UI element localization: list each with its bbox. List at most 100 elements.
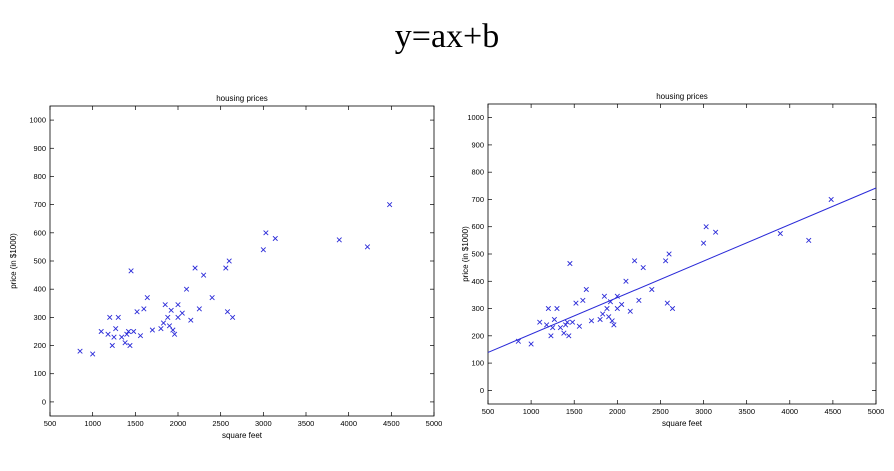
data-point: [223, 265, 229, 271]
y-axis-label: price (in $1000): [9, 233, 18, 289]
data-point: [566, 333, 572, 339]
data-point: [188, 317, 194, 323]
data-point: [107, 314, 113, 320]
data-point: [561, 330, 567, 336]
data-point: [631, 258, 638, 264]
data-point: [640, 265, 646, 271]
data-point: [545, 305, 551, 312]
x-tick-label: 4000: [340, 419, 357, 428]
x-tick-label: 3000: [255, 419, 272, 428]
y-tick-label: 0: [480, 386, 484, 395]
y-tick-label: 400: [471, 277, 484, 286]
data-point: [387, 202, 393, 208]
data-point: [619, 301, 625, 308]
data-point: [576, 323, 583, 329]
data-point: [124, 331, 130, 337]
data-point: [137, 333, 144, 339]
data-point: [614, 305, 620, 312]
data-point: [551, 316, 558, 323]
data-point: [562, 322, 569, 328]
data-point: [183, 286, 190, 292]
data-point: [601, 293, 608, 299]
y-tick-label: 600: [33, 228, 46, 237]
data-point: [125, 328, 132, 335]
x-tick-label: 1000: [84, 419, 101, 428]
data-point: [336, 237, 342, 243]
data-point: [90, 351, 96, 357]
x-tick-label: 2000: [170, 419, 187, 428]
data-point: [609, 318, 615, 324]
data-point: [158, 326, 164, 332]
x-tick-label: 500: [482, 407, 495, 416]
y-tick-label: 700: [33, 200, 46, 209]
headline-equation: y=ax+b: [394, 18, 500, 55]
chart-title: housing prices: [216, 94, 268, 103]
data-point: [98, 328, 104, 335]
x-tick-label: 1500: [127, 419, 144, 428]
data-point: [200, 272, 207, 278]
y-tick-label: 400: [33, 285, 46, 294]
y-tick-label: 300: [33, 313, 46, 322]
data-point: [611, 322, 617, 328]
data-point: [149, 327, 156, 333]
data-point: [134, 309, 140, 315]
x-tick-label: 3000: [695, 407, 712, 416]
chart-title: housing prices: [656, 92, 708, 101]
x-tick-label: 5000: [426, 419, 443, 428]
data-point: [580, 297, 586, 303]
data-point: [564, 319, 570, 325]
regression-line: [487, 187, 877, 353]
data-point: [666, 251, 672, 257]
data-point: [588, 318, 595, 324]
data-point: [175, 302, 181, 308]
y-tick-label: 0: [42, 397, 46, 406]
data-point: [111, 334, 117, 340]
x-tick-label: 3500: [298, 419, 315, 428]
data-point: [554, 305, 560, 312]
data-point: [127, 342, 133, 349]
data-point: [828, 196, 834, 203]
plot-frame: [49, 105, 435, 417]
scatter-chart-with-fit-line: housing prices 500 1000 1500 2000 2500 3000 350…: [458, 90, 888, 430]
data-point: [105, 331, 111, 337]
data-point: [160, 320, 167, 326]
data-point: [77, 348, 83, 354]
data-point: [606, 314, 612, 320]
y-tick-label: 200: [471, 331, 484, 340]
data-point: [162, 302, 168, 308]
data-point: [669, 305, 676, 312]
x-axis-label: square feet: [662, 419, 703, 428]
data-point: [515, 338, 521, 344]
x-tick-label: 1000: [523, 407, 540, 416]
y-tick-label: 500: [471, 250, 484, 259]
data-point: [537, 319, 543, 325]
y-tick-label: 900: [471, 140, 484, 149]
data-point: [583, 286, 589, 293]
data-point: [636, 297, 642, 303]
data-point: [597, 316, 603, 323]
data-point: [567, 260, 573, 267]
x-tick-label: 2000: [609, 407, 626, 416]
y-tick-label: 800: [471, 168, 484, 177]
data-point: [144, 295, 150, 301]
data-point: [179, 310, 185, 316]
data-point: [700, 240, 707, 246]
data-point: [777, 230, 783, 237]
y-tick-label: 600: [471, 222, 484, 231]
data-point: [806, 237, 812, 243]
data-point: [600, 311, 606, 317]
x-tick-label: 2500: [212, 419, 229, 428]
x-tick-label: 3500: [738, 407, 755, 416]
data-point: [548, 333, 554, 339]
y-axis-label: price (in $1000): [461, 226, 470, 282]
data-point: [272, 235, 278, 242]
data-point: [703, 224, 709, 230]
data-point: [528, 341, 534, 347]
y-tick-label: 100: [471, 359, 484, 368]
x-tick-label: 1500: [566, 407, 583, 416]
scatter-chart-raw-data: housing prices 500 1000 1500 2000 2500 3000 350…: [6, 92, 444, 442]
data-point: [649, 286, 655, 293]
x-tick-label: 4500: [825, 407, 842, 416]
data-point: [131, 328, 137, 335]
